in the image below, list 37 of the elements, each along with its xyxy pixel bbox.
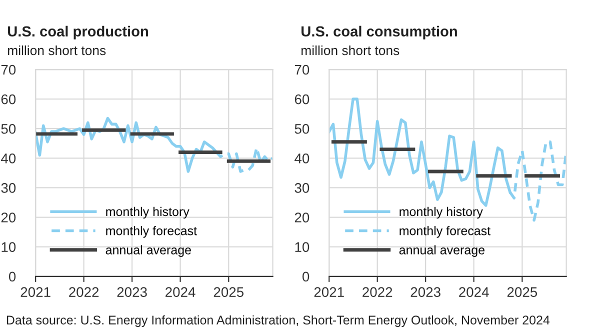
legend-label: annual average: [399, 245, 484, 257]
chart-subtitle: million short tons: [302, 45, 400, 56]
y-tick-label: 10: [295, 242, 310, 252]
chart-title: U.S. coal production: [8, 26, 148, 40]
y-tick-label: 60: [1, 94, 16, 104]
x-tick-label: 2021: [20, 287, 50, 298]
legend-label: monthly history: [106, 206, 190, 219]
y-tick-label: 0: [8, 272, 16, 282]
x-tick-label: 2024: [166, 287, 196, 298]
y-tick-label: 50: [294, 124, 310, 134]
y-tick-label: 0: [302, 272, 310, 282]
x-tick-label: 2021: [314, 287, 344, 298]
x-tick-label: 2025: [507, 287, 538, 298]
x-tick-label: 2023: [410, 287, 440, 298]
y-tick-label: 70: [1, 64, 16, 75]
y-tick-label: 50: [1, 124, 16, 134]
y-tick-label: 10: [2, 242, 16, 252]
y-tick-label: 30: [1, 183, 16, 193]
legend-label: annual average: [106, 245, 191, 257]
x-tick-label: 2022: [362, 287, 392, 298]
y-tick-label: 40: [294, 154, 310, 164]
y-tick-label: 60: [294, 94, 310, 104]
legend-label: monthly forecast: [106, 226, 197, 238]
y-tick-label: 20: [294, 212, 310, 222]
y-tick-label: 30: [294, 183, 310, 193]
y-tick-label: 40: [1, 154, 16, 164]
y-tick-label: 70: [294, 64, 310, 75]
legend-label: monthly history: [400, 206, 483, 219]
x-tick-label: 2024: [459, 287, 489, 298]
source-note: Data source: U.S. Energy Information Administration, Short-Term Energy Outlook, November 2024: [6, 315, 550, 327]
x-tick-label: 2023: [117, 287, 147, 298]
legend-label: monthly forecast: [400, 226, 490, 238]
x-tick-label: 2025: [214, 287, 244, 298]
chart-subtitle: million short tons: [8, 45, 106, 56]
x-tick-label: 2022: [69, 287, 99, 298]
chart-title: U.S. coal consumption: [302, 26, 457, 40]
y-tick-label: 20: [1, 212, 16, 222]
